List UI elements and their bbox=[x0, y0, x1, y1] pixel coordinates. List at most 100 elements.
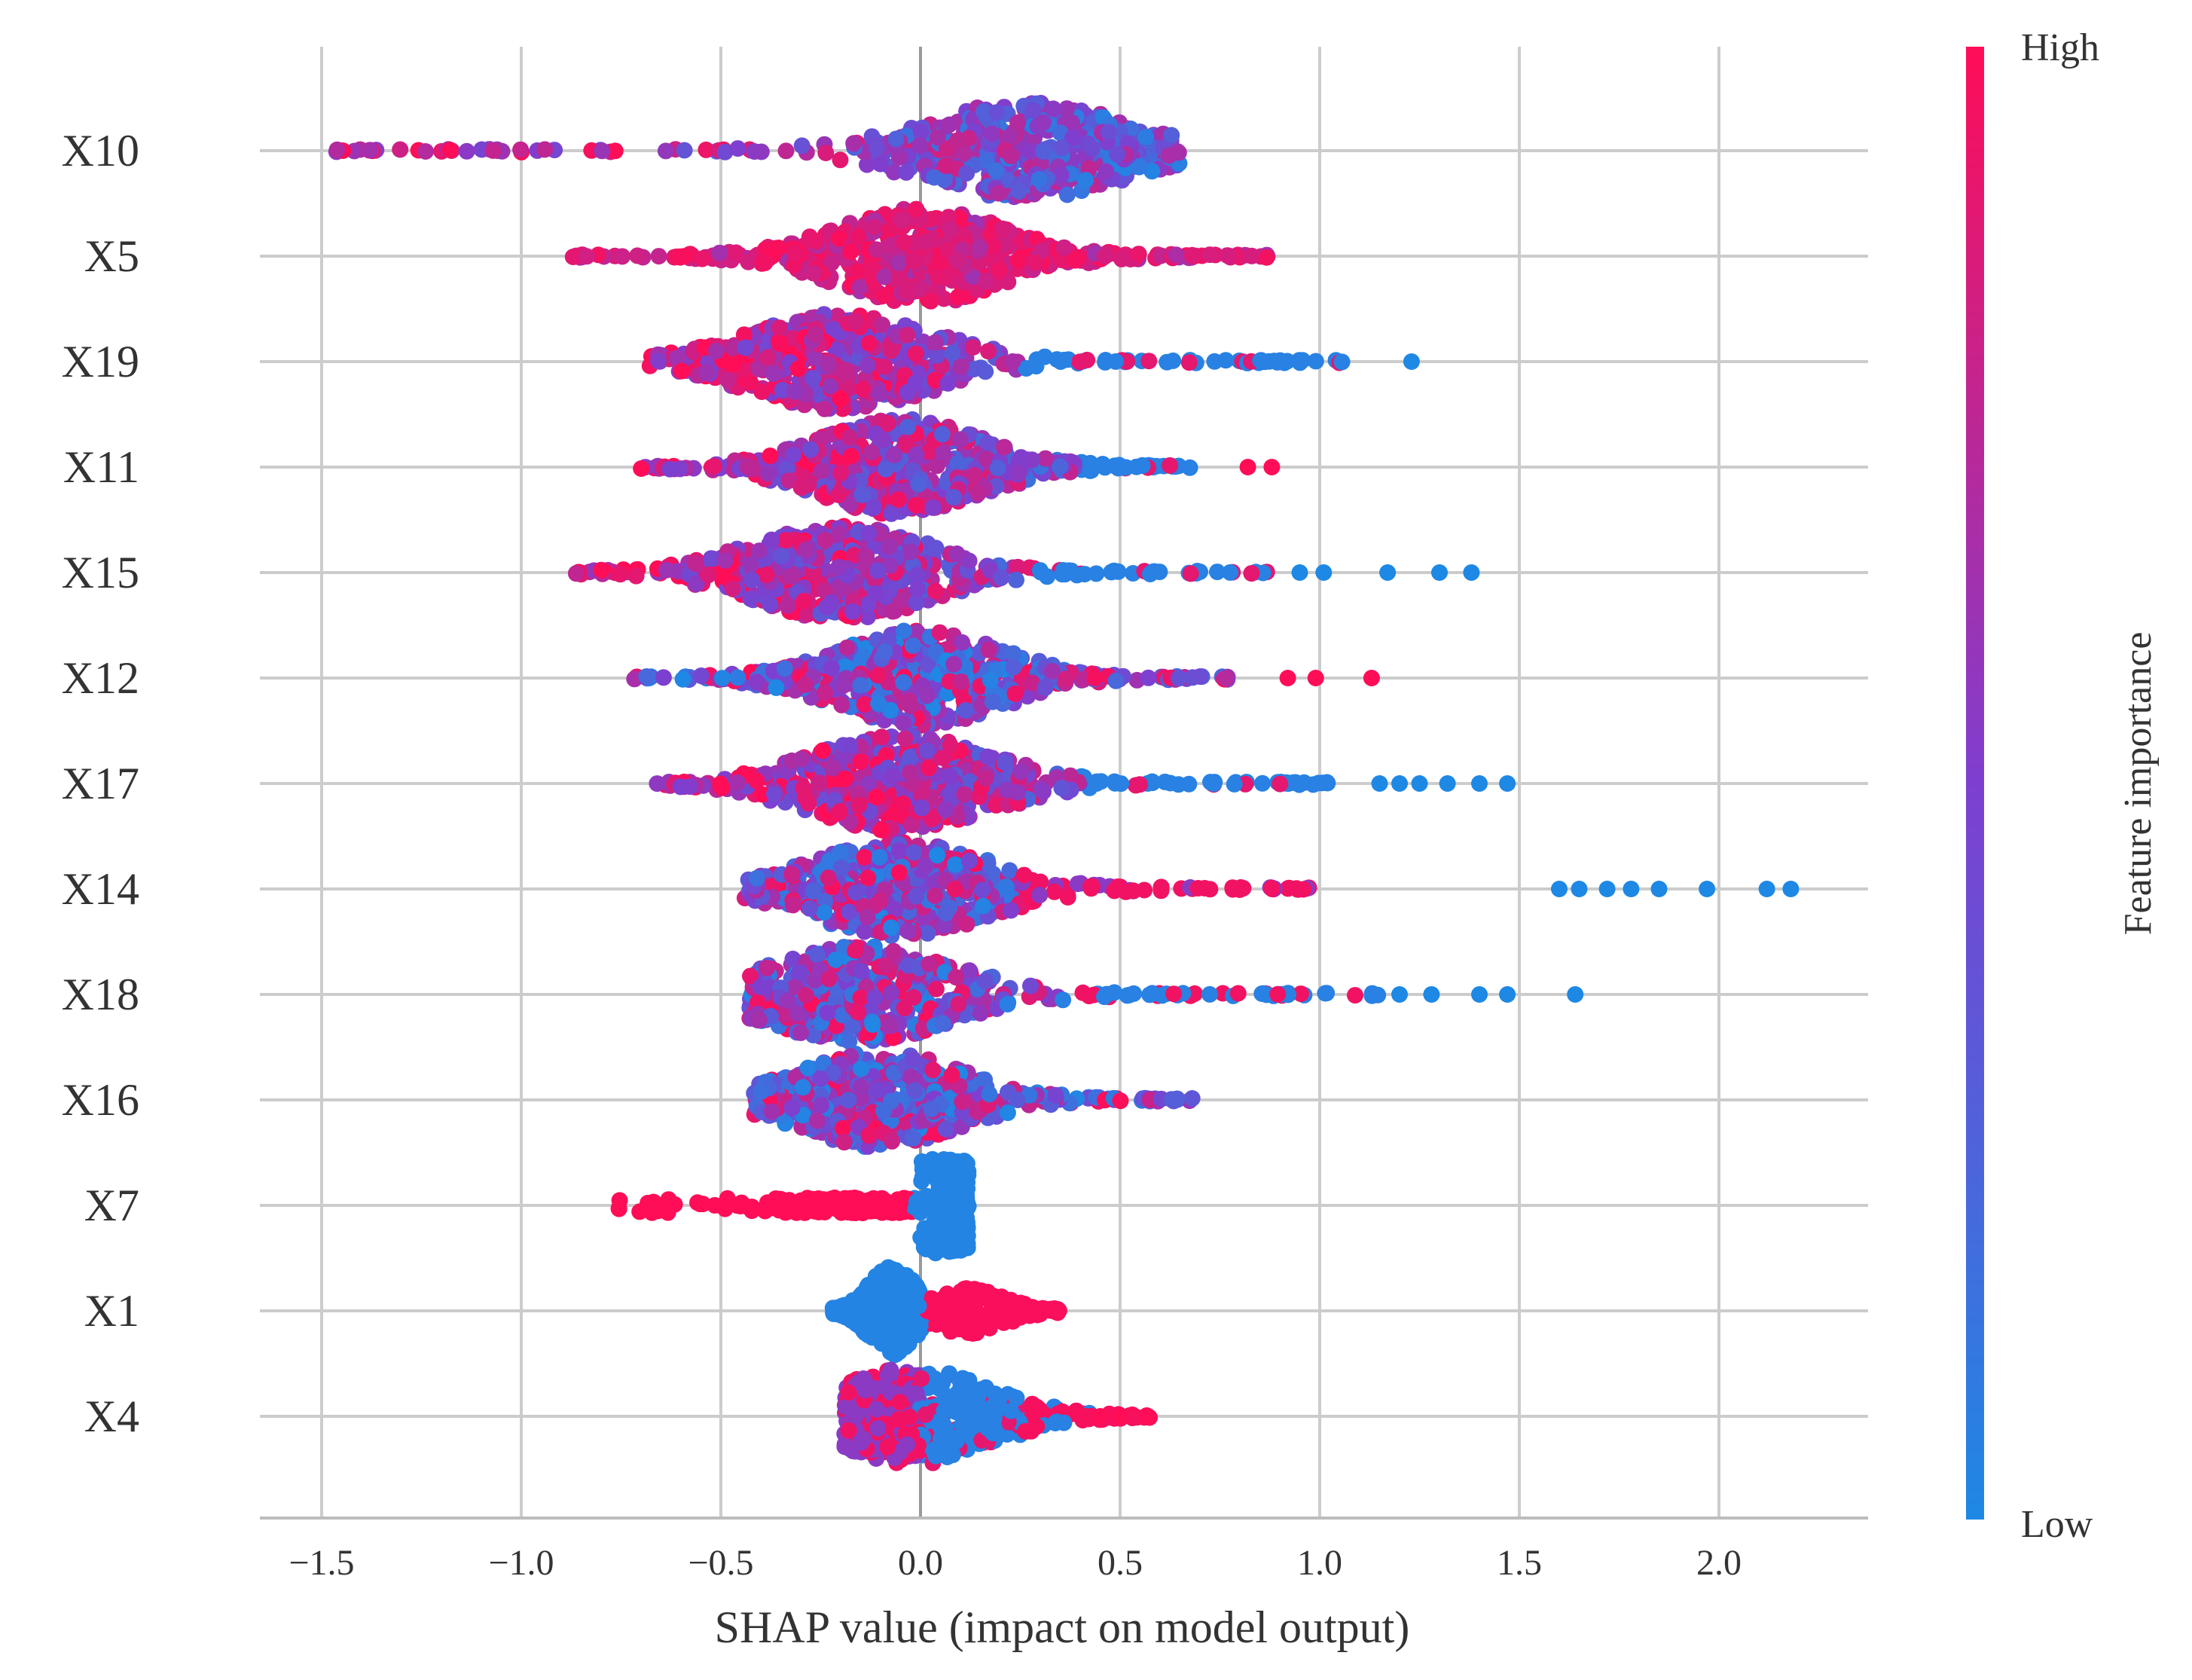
shap-point bbox=[670, 248, 687, 265]
shap-point bbox=[687, 554, 704, 572]
shap-point bbox=[796, 677, 814, 693]
shap-point bbox=[1171, 670, 1187, 687]
shap-point bbox=[882, 1017, 899, 1034]
shap-point bbox=[814, 742, 832, 759]
shap-point bbox=[948, 252, 966, 269]
shap-point bbox=[890, 491, 907, 509]
shap-point bbox=[1371, 775, 1388, 792]
shap-point bbox=[729, 140, 746, 157]
shap-point bbox=[1001, 128, 1018, 145]
shap-point bbox=[850, 228, 867, 245]
shap-point bbox=[871, 849, 888, 866]
shap-point bbox=[875, 431, 893, 448]
shap-point bbox=[854, 380, 872, 398]
shap-point bbox=[833, 696, 850, 713]
shap-point bbox=[1131, 158, 1148, 176]
shap-point bbox=[1024, 102, 1042, 119]
shap-point bbox=[807, 326, 824, 344]
shap-point bbox=[860, 524, 878, 542]
shap-point bbox=[913, 799, 930, 817]
shap-point bbox=[737, 339, 754, 356]
shap-point bbox=[875, 287, 893, 304]
shap-point bbox=[1318, 985, 1336, 1002]
shap-point bbox=[1571, 881, 1588, 897]
shap-point bbox=[866, 218, 883, 236]
shap-point bbox=[927, 980, 945, 997]
shap-point bbox=[362, 142, 379, 159]
shap-point bbox=[765, 365, 782, 383]
shap-point bbox=[952, 673, 969, 690]
shap-point bbox=[866, 585, 884, 602]
shap-point bbox=[1263, 459, 1281, 475]
shap-point bbox=[847, 942, 864, 959]
shap-point bbox=[956, 786, 973, 803]
shap-point bbox=[789, 1005, 807, 1022]
shap-point bbox=[949, 132, 966, 149]
shap-point bbox=[972, 1005, 989, 1022]
shap-point bbox=[756, 254, 774, 271]
shap-point bbox=[985, 237, 1002, 255]
shap-point bbox=[784, 897, 801, 914]
shap-point bbox=[975, 897, 992, 915]
shap-point bbox=[705, 457, 722, 475]
shap-point bbox=[937, 905, 954, 922]
shap-point bbox=[856, 848, 873, 866]
shap-point bbox=[1067, 252, 1084, 269]
shap-point bbox=[1052, 458, 1068, 475]
shap-point bbox=[729, 774, 746, 791]
shap-point bbox=[1192, 668, 1209, 685]
shap-point bbox=[594, 142, 611, 160]
shap-point bbox=[658, 561, 675, 579]
shap-point bbox=[940, 209, 957, 226]
shap-point bbox=[817, 145, 835, 161]
shap-point bbox=[895, 674, 912, 691]
shap-point bbox=[942, 221, 959, 238]
shap-point bbox=[831, 230, 848, 247]
shap-point bbox=[937, 801, 954, 818]
shap-point bbox=[1028, 351, 1046, 368]
shap-point bbox=[1009, 252, 1027, 269]
shap-point bbox=[816, 904, 833, 921]
shap-point bbox=[1098, 163, 1115, 180]
shap-point bbox=[564, 249, 582, 265]
shap-point bbox=[820, 356, 837, 374]
shap-point bbox=[1136, 881, 1153, 899]
shap-point bbox=[1165, 352, 1182, 369]
shap-point bbox=[988, 162, 1005, 179]
shap-point bbox=[883, 919, 899, 936]
shap-point bbox=[729, 669, 746, 686]
shap-point bbox=[698, 141, 715, 158]
shap-point bbox=[948, 969, 965, 986]
shap-point bbox=[1003, 902, 1020, 919]
shap-point bbox=[1034, 115, 1052, 132]
shap-point bbox=[882, 342, 899, 359]
shap-point bbox=[951, 431, 969, 448]
shap-point bbox=[792, 479, 810, 496]
shap-point bbox=[870, 695, 887, 713]
shap-point bbox=[1423, 986, 1440, 1003]
shap-point bbox=[978, 435, 996, 452]
shap-point bbox=[890, 842, 908, 860]
shap-point bbox=[930, 268, 947, 286]
shap-point bbox=[819, 1004, 836, 1022]
shap-point bbox=[907, 496, 924, 514]
shap-point bbox=[1140, 669, 1157, 686]
shap-point bbox=[1000, 273, 1017, 291]
shap-point bbox=[1201, 246, 1219, 264]
shap-point bbox=[949, 289, 966, 305]
shap-point bbox=[766, 786, 783, 803]
shap-point bbox=[999, 995, 1016, 1013]
shap-point bbox=[762, 596, 779, 613]
shap-point bbox=[1003, 148, 1020, 164]
shap-point bbox=[742, 557, 759, 574]
shap-point bbox=[768, 679, 785, 696]
shap-point bbox=[879, 414, 896, 432]
shap-point bbox=[612, 566, 629, 583]
shap-point bbox=[944, 344, 961, 362]
shap-point bbox=[1059, 889, 1076, 906]
shap-point bbox=[876, 358, 893, 375]
shap-point bbox=[1021, 142, 1038, 160]
shap-point bbox=[698, 364, 715, 381]
shap-point bbox=[974, 881, 991, 899]
shap-point bbox=[820, 970, 838, 988]
